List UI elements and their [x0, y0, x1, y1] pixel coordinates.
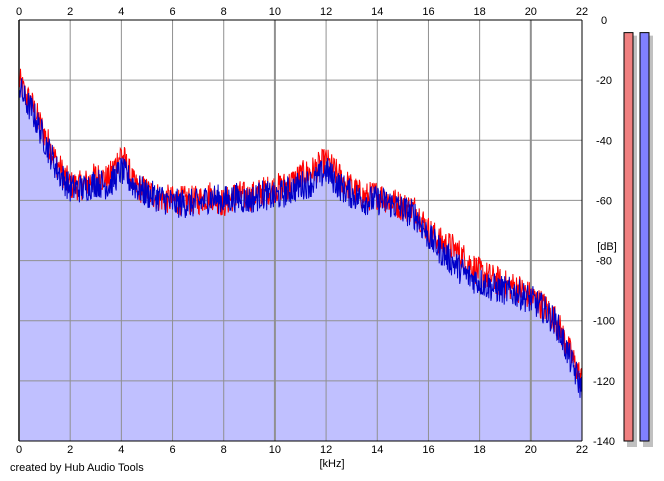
- series-layer: [18, 68, 583, 401]
- meter-left: [623, 32, 634, 442]
- x-tick-label-bottom: 20: [525, 444, 537, 456]
- x-tick-label-bottom: 0: [16, 444, 22, 456]
- x-tick-label-top: 0: [16, 6, 22, 18]
- x-tick-label-top: 16: [422, 6, 434, 18]
- x-tick-label-top: 14: [371, 6, 383, 18]
- y-tick-label: -140: [593, 436, 615, 448]
- x-tick-label-bottom: 12: [320, 444, 332, 456]
- plot-area: [19, 20, 582, 442]
- x-tick-label-bottom: 14: [371, 444, 383, 456]
- x-tick-label-top: 18: [474, 6, 486, 18]
- x-tick-label-top: 20: [525, 6, 537, 18]
- x-tick-label-top: 10: [269, 6, 281, 18]
- y-tick-label: 0: [601, 15, 607, 27]
- y-tick-label: -60: [596, 195, 612, 207]
- y-tick-label: -80: [596, 256, 612, 268]
- tick-labels: 002244668810101212141416161818202022220-…: [16, 6, 615, 456]
- x-tick-label-top: 2: [67, 6, 73, 18]
- level-meters: [623, 32, 653, 447]
- x-tick-label-top: 8: [221, 6, 227, 18]
- y-axis-label: [dB]: [597, 241, 617, 253]
- meter-right: [639, 32, 650, 442]
- x-tick-label-bottom: 4: [118, 444, 124, 456]
- spectrum-fill: [19, 68, 582, 442]
- y-tick-label: -120: [593, 376, 615, 388]
- x-tick-label-bottom: 10: [269, 444, 281, 456]
- x-tick-label-top: 12: [320, 6, 332, 18]
- credit-text: created by Hub Audio Tools: [10, 462, 144, 474]
- y-tick-label: -100: [593, 316, 615, 328]
- y-tick-label: -20: [596, 75, 612, 87]
- y-tick-label: -40: [596, 135, 612, 147]
- x-tick-label-bottom: 22: [576, 444, 588, 456]
- x-tick-label-top: 22: [576, 6, 588, 18]
- x-tick-label-top: 6: [169, 6, 175, 18]
- x-tick-label-bottom: 18: [474, 444, 486, 456]
- x-tick-label-bottom: 16: [422, 444, 434, 456]
- series-line-right: [18, 78, 583, 401]
- x-axis-label: [kHz]: [319, 458, 344, 470]
- x-tick-label-bottom: 8: [221, 444, 227, 456]
- x-tick-label-bottom: 6: [169, 444, 175, 456]
- x-tick-label-bottom: 2: [67, 444, 73, 456]
- axes: [18, 19, 583, 442]
- x-tick-label-top: 4: [118, 6, 124, 18]
